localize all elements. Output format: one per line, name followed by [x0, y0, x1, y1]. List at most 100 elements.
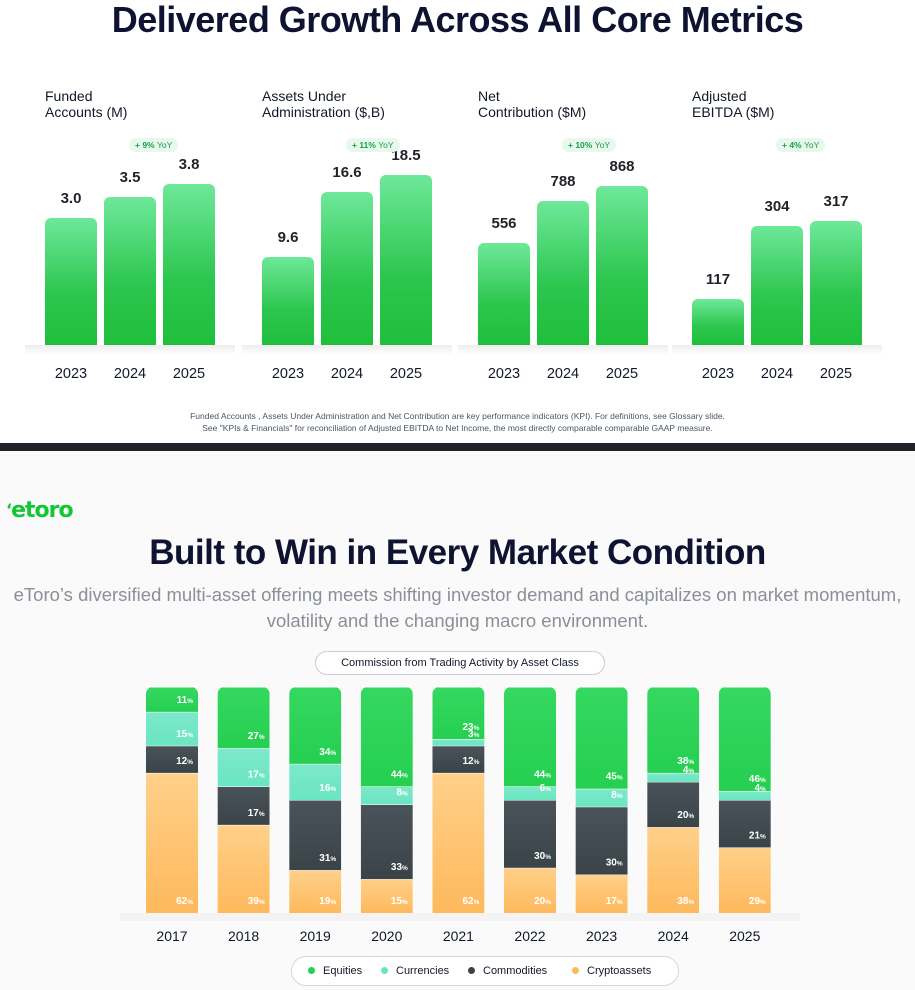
kpi-label-net-contribution: Net Contribution ($M) [478, 88, 658, 120]
footnote-line: See "KPIs & Financials" for reconciliati… [202, 423, 713, 433]
stacked-year-label: 2025 [729, 928, 761, 944]
kpi-year-label: 2024 [330, 366, 364, 382]
kpi-value-label: 117 [705, 271, 731, 289]
kpi-label-funded-accounts: Funded Accounts (M) [45, 88, 225, 120]
kpi-bar [45, 217, 97, 345]
kpi-bar [104, 196, 156, 345]
yoy-suffix: YoY [594, 140, 610, 150]
legend-item-equities: Equities [308, 957, 362, 985]
chart-legend: Equities Currencies Commodities Cryptoas… [291, 956, 679, 986]
stacked-year-label: 2019 [299, 928, 331, 944]
legend-label: Currencies [396, 965, 450, 977]
kpi-value-label: 9.6 [277, 228, 299, 246]
yoy-badge: + 10% YoY [562, 138, 616, 152]
kpi-label-line: Net [478, 88, 500, 104]
kpi-value-label: 18.5 [391, 147, 421, 164]
stacked-year-label: 2024 [657, 928, 689, 944]
footnote: Funded Accounts , Assets Under Administr… [0, 410, 915, 434]
yoy-value: + 10% [568, 140, 595, 150]
legend-item-commodities: Commodities [468, 957, 547, 985]
yoy-badge: + 4% YoY [776, 138, 826, 152]
kpi-label-line: EBITDA ($M) [692, 104, 775, 120]
yoy-value: + 4% [782, 140, 804, 150]
yoy-value: + 11% [352, 140, 379, 150]
section-title: Built to Win in Every Market Condition [149, 533, 766, 572]
logo-text: etoro [11, 498, 74, 523]
kpi-year-label: 2025 [172, 366, 206, 382]
kpi-section: Delivered Growth Across All Core Metrics… [0, 0, 915, 443]
stacked-year-label: 2023 [586, 928, 618, 944]
kpi-bar [163, 184, 215, 345]
kpi-year-label: 2023 [271, 366, 305, 382]
kpi-label-adjusted-ebitda: Adjusted EBITDA ($M) [692, 88, 872, 120]
kpi-bar [596, 186, 648, 345]
etoro-logo: ‘etoro [6, 498, 74, 523]
legend-item-cryptoassets: Cryptoassets [572, 957, 651, 985]
kpi-year-label: 2025 [605, 366, 639, 382]
subtitle-line: eToro’s diversified multi-asset offering… [13, 584, 902, 605]
kpi-year-label: 2024 [760, 366, 794, 382]
kpi-value-label: 868 [609, 158, 635, 175]
kpi-label-line: Assets Under [262, 88, 347, 104]
kpi-value-label: 788 [550, 172, 576, 190]
yoy-suffix: YoY [803, 140, 820, 150]
section-divider [0, 443, 915, 451]
legend-label: Equities [323, 965, 363, 977]
yoy-value: + 9% [135, 140, 157, 150]
kpi-year-label: 2024 [113, 366, 147, 382]
kpi-year-label: 2024 [546, 366, 580, 382]
kpi-bar [751, 226, 803, 345]
chart-title-pill: Commission from Trading Activity by Asse… [315, 651, 605, 675]
kpi-year-label: 2025 [389, 366, 423, 382]
section-subtitle: eToro’s diversified multi-asset offering… [0, 582, 915, 634]
kpi-label-aua: Assets Under Administration ($,B) [262, 88, 442, 120]
kpi-year-label: 2023 [701, 366, 735, 382]
kpi-value-label: 16.6 [332, 164, 362, 182]
kpi-floor [672, 345, 882, 355]
kpi-floor [25, 345, 235, 355]
yoy-badge: + 11% YoY [346, 138, 400, 152]
kpi-value-label: 317 [823, 193, 849, 210]
kpi-label-line: Adjusted [692, 88, 747, 104]
stacked-year-label: 2018 [228, 928, 260, 944]
kpi-value-label: 3.5 [119, 168, 141, 186]
legend-dot [381, 966, 388, 974]
legend-item-currencies: Currencies [381, 957, 449, 985]
stacked-year-label: 2022 [514, 928, 546, 944]
kpi-value-label: 3.0 [60, 189, 82, 207]
subtitle-line: volatility and the changing macro enviro… [266, 610, 649, 631]
kpi-label-line: Funded [45, 88, 93, 104]
kpi-value-label: 3.8 [178, 156, 200, 173]
stacked-year-label: 2021 [442, 928, 474, 944]
yoy-suffix: YoY [378, 140, 394, 150]
yoy-suffix: YoY [156, 140, 173, 150]
kpi-value-label: 556 [491, 215, 517, 233]
kpi-bar [380, 175, 432, 345]
kpi-bar [692, 299, 744, 345]
kpi-floor [458, 345, 668, 355]
legend-dot [308, 966, 315, 974]
legend-dot [468, 966, 475, 974]
kpi-bar [478, 243, 530, 345]
kpi-floor [242, 345, 452, 355]
kpi-bar [810, 221, 862, 345]
kpi-bar [321, 192, 373, 345]
stacked-year-label: 2017 [156, 928, 188, 944]
page-title: Delivered Growth Across All Core Metrics [111, 0, 804, 40]
footnote-line: Funded Accounts , Assets Under Administr… [190, 411, 725, 421]
legend-label: Cryptoassets [587, 965, 652, 977]
legend-label: Commodities [483, 965, 548, 977]
kpi-label-line: Administration ($,B) [262, 104, 385, 120]
legend-dot [572, 966, 579, 974]
kpi-year-label: 2023 [487, 366, 521, 382]
kpi-label-line: Accounts (M) [45, 104, 128, 120]
kpi-value-label: 304 [764, 198, 790, 216]
kpi-label-line: Contribution ($M) [478, 104, 587, 120]
kpi-bar [537, 200, 589, 345]
kpi-bar [262, 256, 314, 345]
kpi-year-label: 2025 [819, 366, 853, 382]
asset-class-section [0, 451, 915, 990]
yoy-badge: + 9% YoY [129, 138, 179, 152]
kpi-year-label: 2023 [54, 366, 88, 382]
stacked-year-label: 2020 [371, 928, 403, 944]
